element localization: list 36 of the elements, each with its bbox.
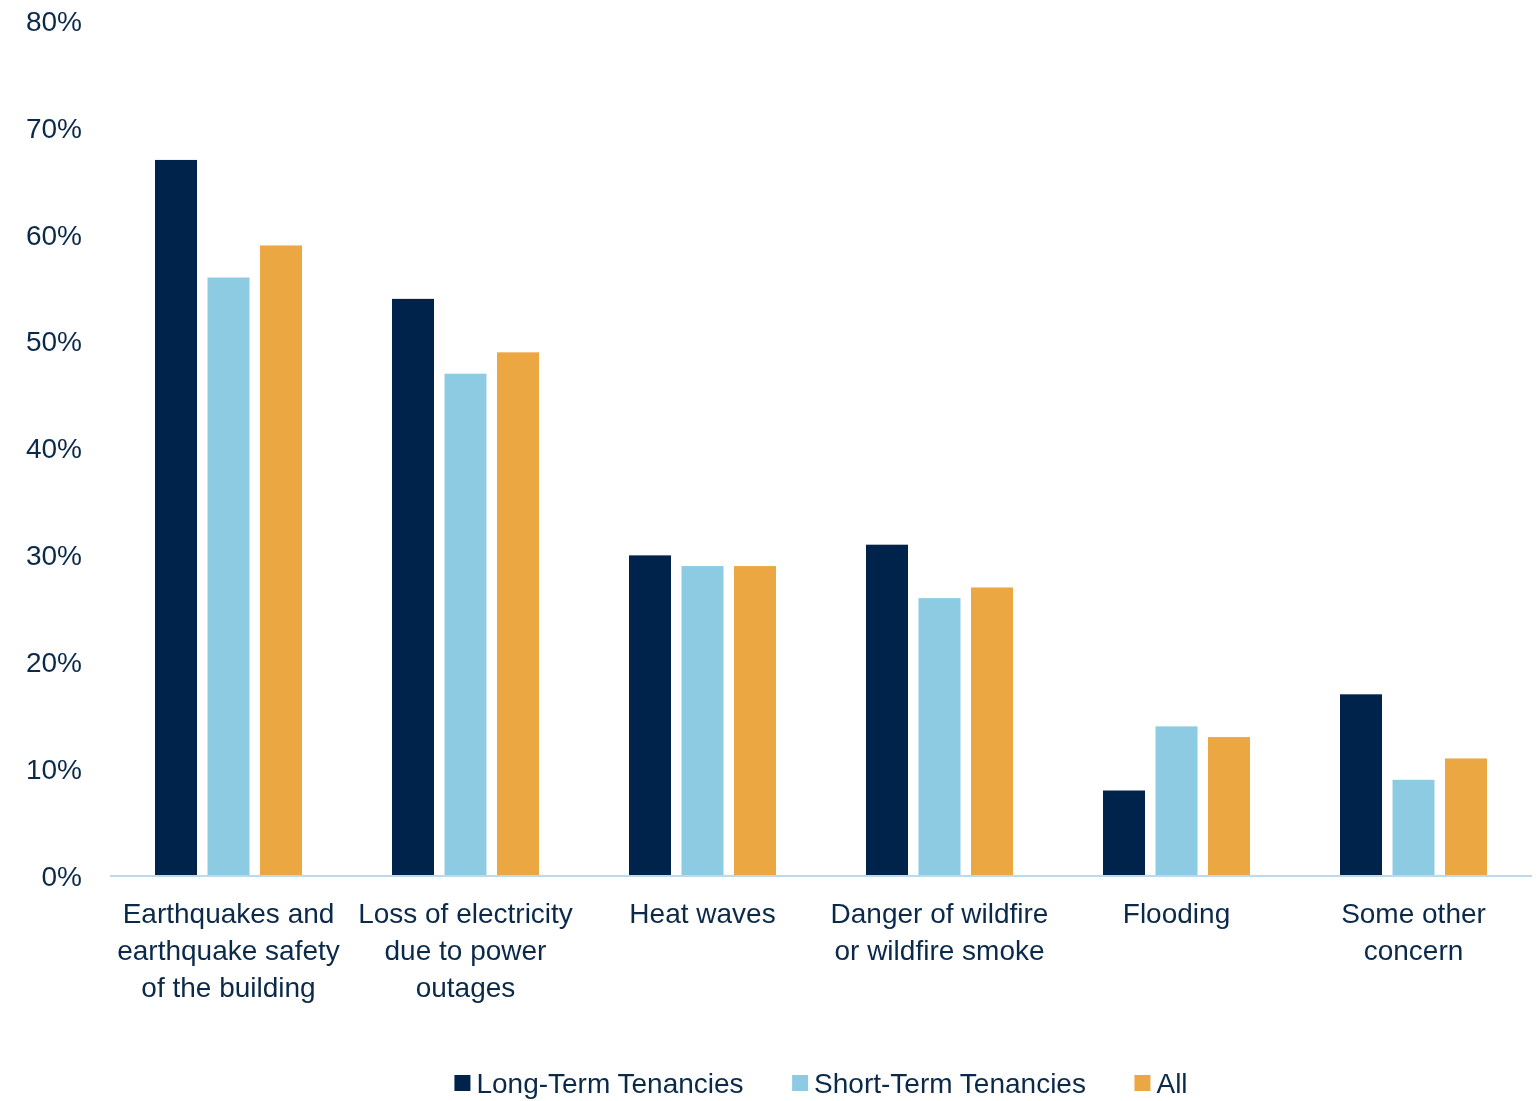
bar	[260, 245, 302, 876]
bar	[392, 298, 434, 876]
bar	[1208, 737, 1250, 876]
x-tick-label: Earthquakes and earthquake safety of the building	[117, 897, 340, 1003]
y-tick-label: 40%	[25, 433, 82, 465]
bar	[1392, 779, 1435, 876]
y-tick-label: 70%	[25, 112, 82, 144]
legend-label: Long-Term Tenancies	[476, 1067, 744, 1099]
bar	[1340, 694, 1382, 876]
y-tick-label: 80%	[25, 5, 82, 37]
y-tick-label: 30%	[25, 540, 82, 572]
y-tick-label: 60%	[25, 219, 82, 251]
x-tick-label: Some other concern	[1341, 897, 1486, 966]
x-tick-label: Flooding	[1122, 897, 1231, 929]
y-tick-label: 20%	[25, 647, 82, 679]
legend-label: Short-Term Tenancies	[814, 1067, 1086, 1099]
bar	[497, 352, 539, 876]
x-tick-label: Loss of electricity due to power outages	[358, 897, 573, 1003]
bar	[444, 373, 487, 876]
bar	[155, 159, 197, 876]
bar	[918, 598, 961, 876]
bar	[1445, 758, 1487, 876]
bar	[1155, 726, 1198, 876]
y-tick-label: 0%	[41, 860, 82, 892]
x-tick-label: Heat waves	[629, 897, 776, 929]
bar	[866, 544, 908, 876]
bar	[734, 566, 776, 876]
bar	[1103, 790, 1145, 876]
x-tick-label: Danger of wildfire or wildfire smoke	[830, 897, 1049, 966]
bar	[681, 566, 724, 876]
bar	[207, 277, 250, 876]
bar	[629, 555, 671, 876]
bar	[971, 587, 1013, 876]
y-tick-label: 10%	[25, 753, 82, 785]
legend-label: All	[1156, 1067, 1188, 1099]
y-tick-label: 50%	[25, 326, 82, 358]
